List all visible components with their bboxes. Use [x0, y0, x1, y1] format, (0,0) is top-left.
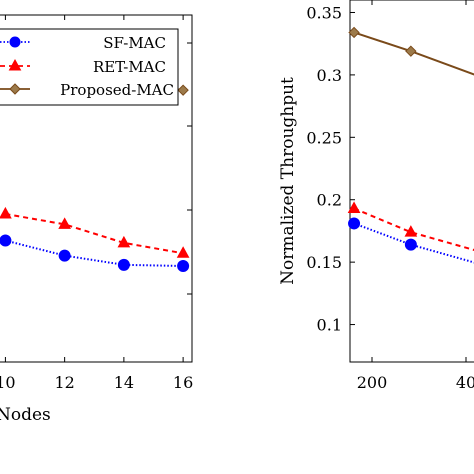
left-series-sf-mac [0, 234, 190, 272]
right-point-sf-mac [404, 238, 417, 251]
left-line-sf-mac [5, 239, 184, 267]
right-series-ret-mac [347, 201, 474, 251]
right-line-ret-mac [353, 207, 474, 251]
left-x-tick-label: 12 [54, 373, 74, 392]
left-point-sf-mac [58, 249, 71, 262]
left-x-ticks: 10 12 14 16 [0, 15, 193, 392]
right-y-tick-label: 0.1 [317, 316, 342, 335]
right-series-proposed-mac [348, 26, 474, 76]
left-x-axis-label: Nodes [0, 405, 51, 425]
left-point-sf-mac [177, 259, 190, 272]
legend-entry-ret-mac: RET-MAC [0, 58, 166, 76]
legend-entry-proposed-mac: Proposed-MAC [0, 81, 174, 99]
legend-entry-sf-mac: SF-MAC [0, 34, 166, 52]
right-chart: 200 40 0.1 0.15 0.2 0.25 0.3 0.35 Normalized Th… [278, 0, 474, 392]
left-x-tick-label: 14 [114, 373, 134, 392]
right-y-tick-label: 0.35 [306, 3, 342, 22]
right-y-tick-label: 0.15 [306, 253, 342, 272]
left-point-ret-mac [0, 206, 12, 219]
right-series-sf-mac [348, 217, 474, 264]
right-x-tick-label: 40 [456, 373, 474, 392]
left-point-sf-mac [0, 234, 12, 247]
legend-marker-proposed-mac [9, 83, 21, 95]
left-line-ret-mac [5, 212, 184, 255]
legend-label-ret-mac: RET-MAC [93, 58, 166, 76]
legend-box [0, 28, 179, 106]
left-x-tick-label: 16 [173, 373, 193, 392]
left-point-proposed-mac [177, 84, 189, 96]
legend-marker-ret-mac [8, 58, 22, 71]
right-plot-frame [349, 0, 474, 363]
left-point-ret-mac [58, 217, 71, 229]
legend-marker-sf-mac [9, 36, 21, 48]
left-plot-frame [0, 14, 193, 363]
right-point-proposed-mac [405, 45, 417, 57]
right-y-axis-label: Normalized Throughput [278, 77, 298, 285]
right-point-proposed-mac [348, 26, 360, 39]
left-point-ret-mac [117, 235, 131, 248]
right-y-tick-label: 0.3 [317, 66, 342, 85]
right-y-tick-label: 0.25 [306, 128, 342, 147]
right-axis-ticks: 200 40 0.1 0.15 0.2 0.25 0.3 0.35 [306, 0, 474, 392]
right-point-sf-mac [348, 217, 361, 230]
legend-label-proposed-mac: Proposed-MAC [60, 81, 174, 99]
right-y-tick-label: 0.2 [317, 191, 342, 210]
legend-label-sf-mac: SF-MAC [103, 34, 166, 52]
left-point-ret-mac [176, 246, 190, 258]
right-point-ret-mac [404, 225, 418, 237]
legend: SF-MAC RET-MAC Proposed-MAC [0, 28, 179, 106]
left-series-ret-mac [0, 206, 190, 258]
right-point-ret-mac [347, 201, 361, 213]
right-series-layer [347, 26, 474, 264]
left-point-sf-mac [117, 258, 130, 271]
left-x-tick-label: 10 [0, 373, 16, 392]
right-line-proposed-mac [353, 31, 474, 76]
right-x-tick-label: 200 [357, 373, 388, 392]
left-chart: 10 12 14 16 Nodes SF-MAC RET-MAC Proposed-M… [0, 14, 193, 425]
